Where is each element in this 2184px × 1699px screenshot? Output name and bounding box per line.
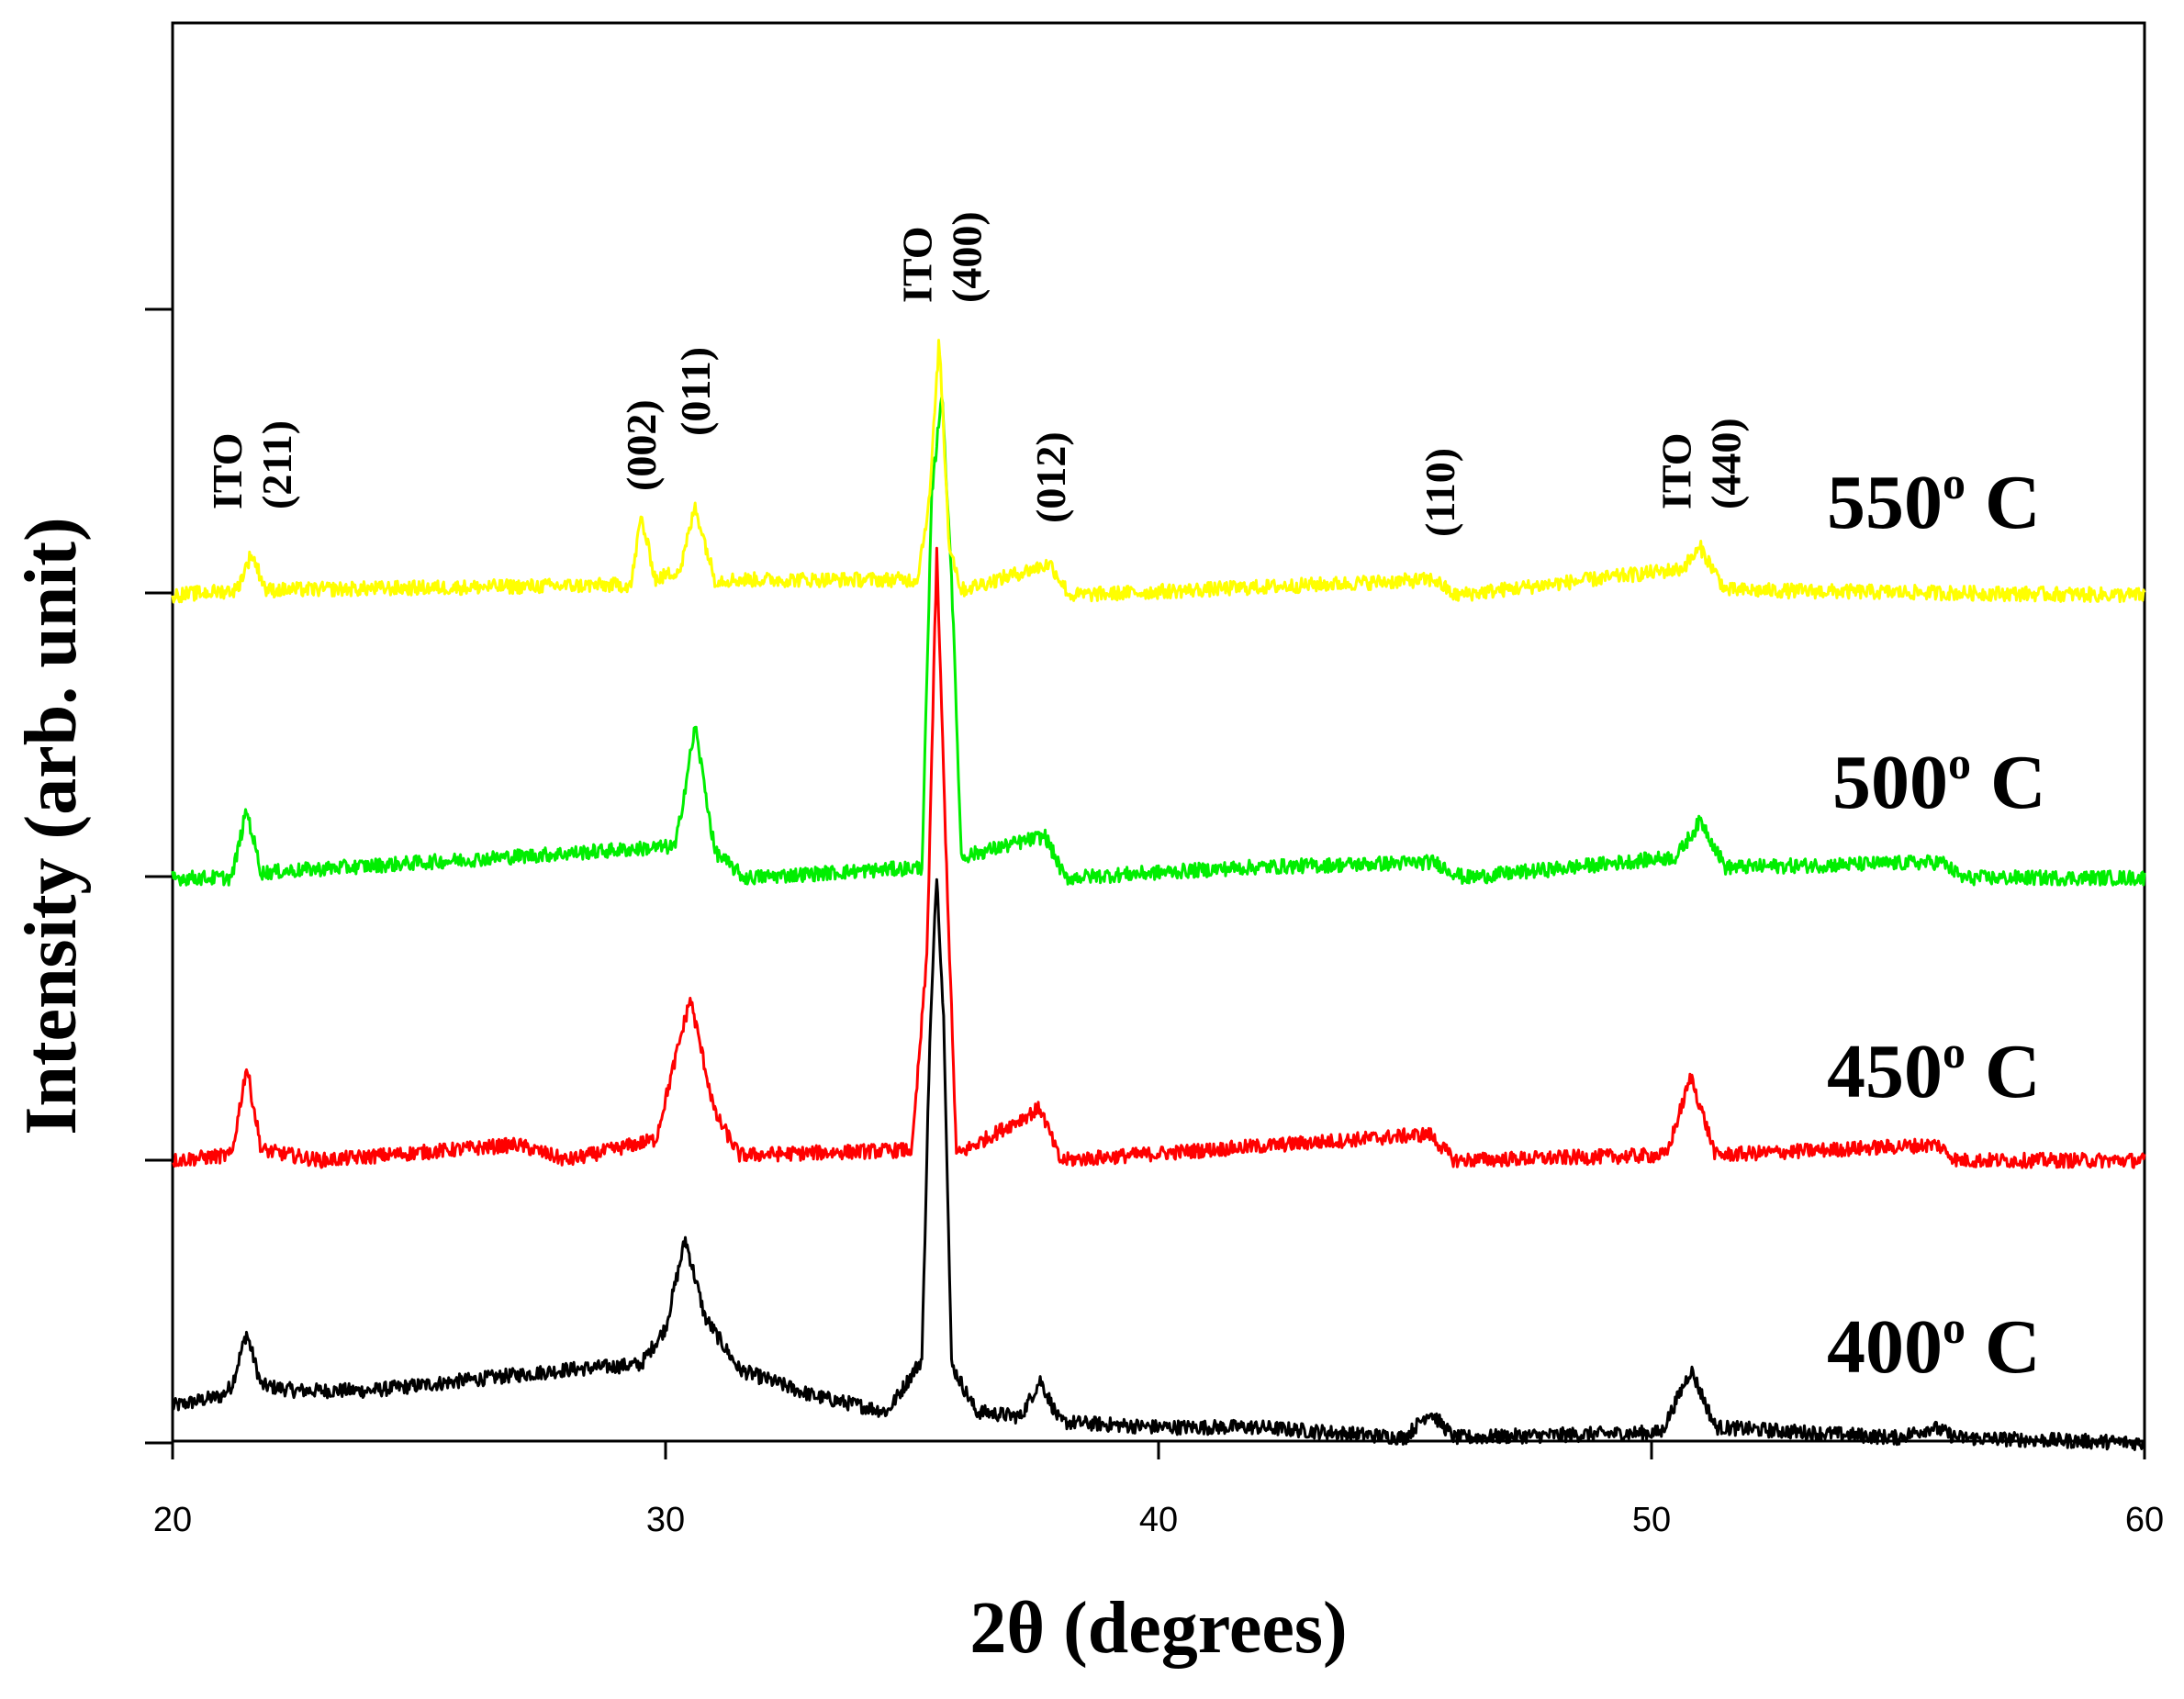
temperature-degree: o [1943,1026,1966,1078]
peak-label: ITO (440) [1653,418,1750,509]
peak-label-line: (110) [1417,448,1463,537]
x-tick-label: 40 [1139,1501,1178,1539]
plot-frame [171,21,2146,1443]
temperature-unit: C [1971,740,2046,825]
temperature-label: 400o C [1827,1302,2041,1390]
series-line-550 [171,339,2146,604]
x-axis-ticks: 20 30 40 50 60 [153,1441,2164,1539]
temperature-unit: C [1966,1029,2041,1114]
peak-label: ITO (400) [894,211,991,303]
peak-label: (011) [672,347,719,436]
peak-label-line: (002) [618,399,665,491]
temperature-degree: o [1948,737,1971,788]
peak-label-line: (011) [672,347,719,436]
series-line-500 [171,396,2146,887]
peak-label-line: ITO [894,226,941,303]
temperature-value: 550 [1827,460,1943,545]
y-axis-title: Intensity (arb. unit) [11,517,92,1135]
peak-label-line: ITO [1653,432,1700,509]
peak-label: (110) [1417,448,1463,537]
temperature-degree: o [1943,1302,1966,1353]
series-line-450 [172,546,2146,1169]
temperature-label: 550o C [1827,457,2041,545]
x-axis-title: 2θ (degrees) [969,1588,1347,1669]
peak-label: (012) [1027,431,1074,523]
x-tick-label: 50 [1632,1501,1671,1539]
peak-label-line: ITO [204,432,251,509]
peak-label-line: (440) [1703,418,1750,509]
temperature-label: 450o C [1827,1026,2041,1114]
temperature-degree: o [1943,457,1966,509]
temperature-unit: C [1966,1304,2041,1390]
x-tick-label: 20 [153,1501,192,1539]
peak-label-line: (211) [253,420,300,509]
y-axis-ticks [145,307,173,1445]
temperature-value: 400 [1827,1304,1943,1390]
temperature-unit: C [1966,460,2041,545]
temperature-label: 500o C [1832,737,2046,825]
temperature-value: 500 [1832,740,1948,825]
x-tick-label: 60 [2125,1501,2164,1539]
peak-label: (002) [618,399,665,491]
series-line-400 [171,877,2146,1451]
peak-annotations: ITO (211) (002)(011)ITO (400)(012) (110) ITO(… [204,211,1750,537]
peak-label: ITO (211) [204,420,300,509]
peak-label-line: (400) [944,211,991,303]
x-tick-label: 30 [646,1501,685,1539]
temperature-value: 450 [1827,1029,1943,1114]
peak-label-line: (012) [1027,431,1074,523]
series-layer [171,339,2146,1451]
